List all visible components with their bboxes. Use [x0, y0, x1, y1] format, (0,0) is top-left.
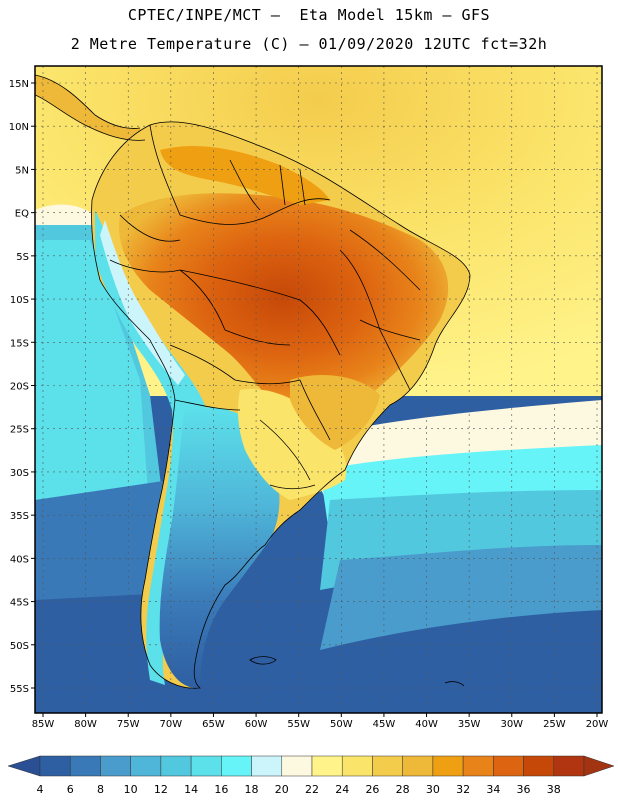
colorbar-swatch: [402, 755, 434, 777]
pacific-band: [35, 240, 150, 520]
lon-label-60W: 60W: [245, 719, 268, 730]
lat-label-55S: 55S: [10, 684, 29, 695]
lon-label-70W: 70W: [160, 719, 183, 730]
lat-label-20S: 20S: [10, 382, 29, 393]
lat-label-30S: 30S: [10, 468, 29, 479]
colorbar-swatch: [493, 755, 524, 777]
lon-label-75W: 75W: [117, 719, 140, 730]
lat-label-45S: 45S: [10, 598, 29, 609]
lon-label-55W: 55W: [287, 719, 310, 730]
lat-label-5N: 5N: [15, 165, 29, 176]
colorbar-label-24: 24: [335, 783, 349, 796]
lon-label-20W: 20W: [586, 719, 609, 730]
lon-label-45W: 45W: [373, 719, 396, 730]
atlantic-band-4: [320, 545, 602, 650]
colorbar-label-12: 12: [154, 783, 168, 796]
lat-label-25S: 25S: [10, 425, 29, 436]
graticule: [35, 66, 602, 713]
colorbar-swatch: [523, 755, 555, 777]
lat-label-5S: 5S: [16, 252, 29, 263]
lon-label-50W: 50W: [330, 719, 353, 730]
map-frame: [34, 65, 603, 714]
guiana-warm: [160, 145, 330, 205]
colorbar-label-26: 26: [365, 783, 379, 796]
colorbar-swatch: [221, 755, 252, 777]
map-title-line1: CPTEC/INPE/MCT – Eta Model 15km – GFS: [127, 6, 491, 24]
colorbar-swatch: [462, 755, 494, 777]
lat-label-15S: 15S: [10, 338, 29, 349]
colorbar-swatch: [311, 755, 343, 777]
falkland-islands: [250, 656, 276, 665]
colorbar-high-arrow: [583, 755, 615, 777]
colorbar-label-36: 36: [517, 783, 531, 796]
lat-label-10S: 10S: [10, 295, 29, 306]
colorbar-label-6: 6: [67, 783, 74, 796]
colorbar-swatch: [372, 755, 403, 777]
colorbar-swatch: [39, 755, 71, 777]
colorbar-swatch: [160, 755, 192, 777]
coastline-borders: [35, 74, 471, 689]
colorbar-swatch: [100, 755, 131, 777]
colorbar-swatch: [281, 755, 313, 777]
longitude-axis: 85W 80W 75W 70W 65W 60W 55W 50W 45W 40W 35W 30W 25W 2…: [32, 713, 609, 730]
la-plata-transition: [237, 389, 347, 500]
colorbar-label-30: 30: [426, 783, 440, 796]
lon-label-80W: 80W: [74, 719, 97, 730]
colorbar-label-14: 14: [184, 783, 198, 796]
colorbar-label-18: 18: [245, 783, 259, 796]
colorbar-swatch: [190, 755, 222, 777]
colorbar-label-8: 8: [97, 783, 104, 796]
lat-label-50S: 50S: [10, 641, 29, 652]
colorbar-label-38: 38: [547, 783, 561, 796]
colorbar-label-4: 4: [37, 783, 44, 796]
colorbar-label-16: 16: [214, 783, 228, 796]
lat-label-15N: 15N: [9, 79, 29, 90]
map-field: [35, 66, 602, 713]
colorbar-label-28: 28: [396, 783, 410, 796]
lat-label-EQ: EQ: [15, 209, 29, 220]
lon-label-30W: 30W: [500, 719, 523, 730]
colorbar-swatch: [251, 755, 283, 777]
colorbar-low-arrow: [7, 755, 41, 777]
latitude-axis: 15N 10N 5N EQ 5S 10S 15S 20S 25S 30S 35S 40S 45S 50S 5…: [9, 79, 35, 695]
amazon-hot-region: [119, 193, 449, 424]
south-brazil-warm: [290, 375, 380, 450]
colorbar-swatch: [553, 755, 585, 777]
lat-label-35S: 35S: [10, 511, 29, 522]
colorbar-swatch: [130, 755, 162, 777]
colorbar-label-32: 32: [456, 783, 470, 796]
colorbar: 4 6 8 10 12 14 16 18 20 22 24 26 28 30 32 34 36 38: [7, 755, 615, 796]
lon-label-25W: 25W: [543, 719, 566, 730]
lon-label-85W: 85W: [32, 719, 55, 730]
colorbar-swatch: [432, 755, 464, 777]
colorbar-label-10: 10: [124, 783, 138, 796]
lon-label-65W: 65W: [202, 719, 225, 730]
colorbar-label-20: 20: [275, 783, 289, 796]
central-america: [35, 75, 145, 141]
map-title-line2: 2 Metre Temperature (C) – 01/09/2020 12U…: [70, 35, 548, 53]
andes-highland: [100, 220, 185, 385]
patagonia-cold-region: [159, 407, 280, 689]
colorbar-swatch: [341, 755, 373, 777]
colorbar-label-34: 34: [486, 783, 500, 796]
lat-label-40S: 40S: [10, 554, 29, 565]
lon-label-35W: 35W: [458, 719, 481, 730]
colorbar-label-22: 22: [305, 783, 319, 796]
lat-label-10N: 10N: [9, 122, 29, 133]
lon-label-40W: 40W: [415, 719, 438, 730]
colorbar-swatch: [69, 755, 101, 777]
